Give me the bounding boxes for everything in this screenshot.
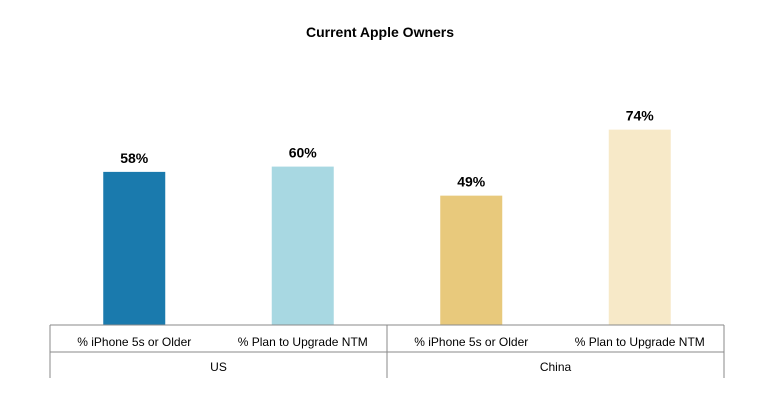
bar-us-2 (271, 166, 334, 325)
bar-china-1 (440, 195, 503, 325)
bar-us-1 (103, 171, 166, 325)
plot-area: 58% 60% 49% 74% (103, 108, 671, 325)
data-label: 60% (289, 145, 318, 161)
group-label: US (210, 360, 227, 374)
category-label: % iPhone 5s or Older (77, 335, 191, 349)
category-label: % iPhone 5s or Older (414, 335, 528, 349)
category-label: % Plan to Upgrade NTM (575, 335, 705, 349)
category-label: % Plan to Upgrade NTM (238, 335, 368, 349)
data-label: 49% (457, 174, 486, 190)
data-label: 74% (626, 108, 655, 124)
chart-title: Current Apple Owners (306, 24, 454, 40)
category-axis: % iPhone 5s or Older % Plan to Upgrade NT… (49, 324, 725, 378)
bar-china-2 (608, 129, 671, 325)
group-label: China (540, 360, 572, 374)
data-label: 58% (120, 150, 149, 166)
